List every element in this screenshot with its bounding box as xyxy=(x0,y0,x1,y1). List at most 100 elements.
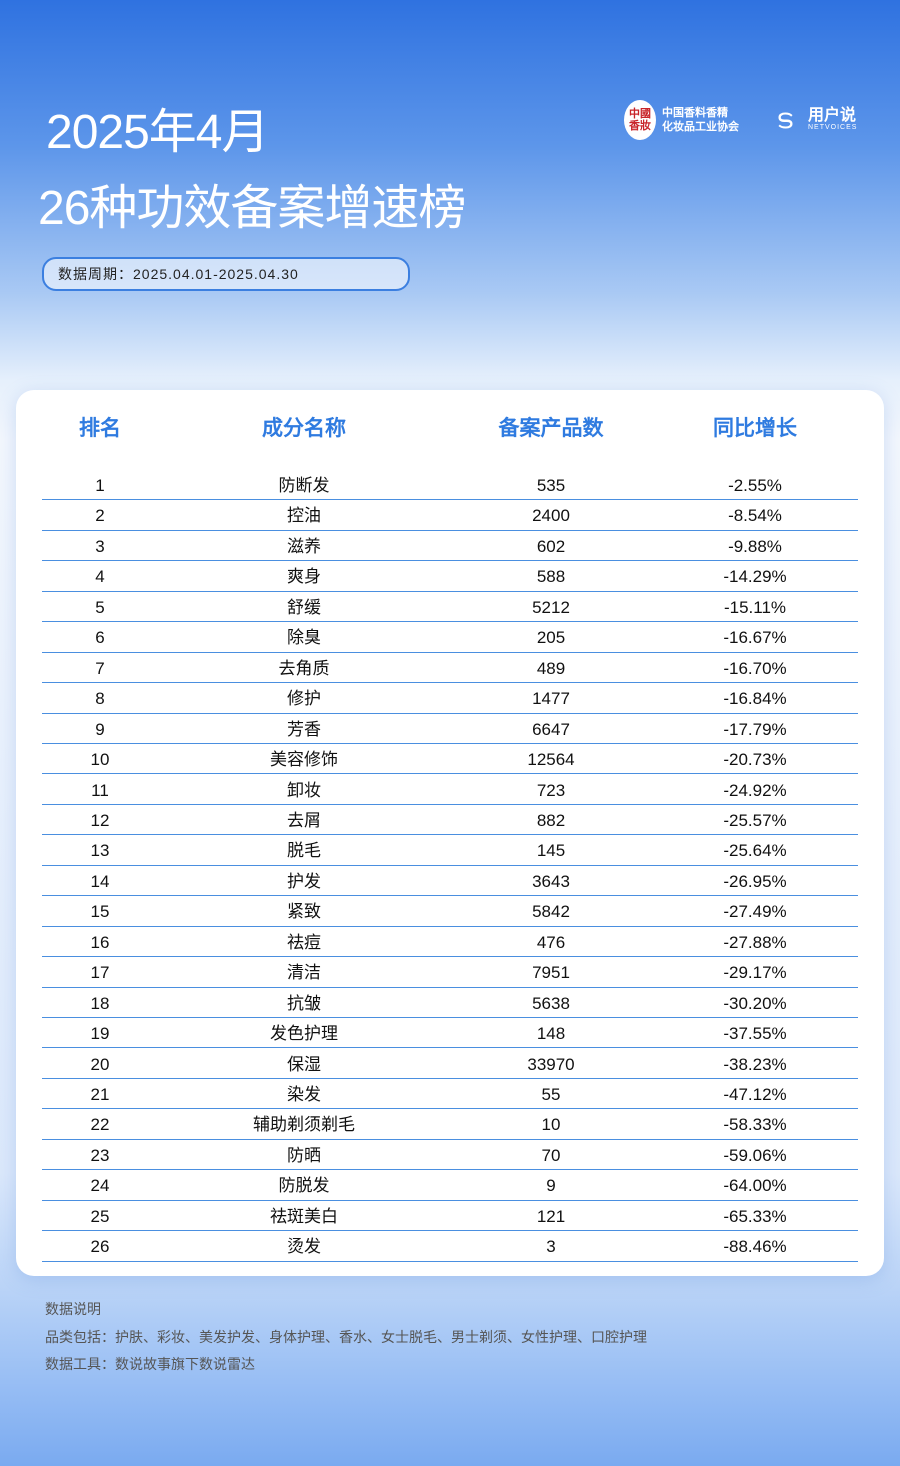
count-cell: 70 xyxy=(541,1145,561,1165)
table-row: 17 清洁 7951 -29.17% xyxy=(42,957,858,988)
netvoices-mark-icon: ട xyxy=(776,103,793,134)
table-row: 6 除臭 205 -16.67% xyxy=(42,622,858,653)
growth-cell: -8.54% xyxy=(728,506,782,526)
table-row: 20 保湿 33970 -38.23% xyxy=(42,1049,858,1079)
rank-cell: 12 xyxy=(90,810,110,830)
growth-cell: -30.20% xyxy=(723,993,787,1013)
title-month: 2025年4月 xyxy=(46,106,269,159)
rank-cell: 25 xyxy=(90,1206,110,1226)
name-cell: 清洁 xyxy=(287,963,321,983)
rank-cell: 11 xyxy=(91,780,109,800)
rank-cell: 9 xyxy=(95,719,105,739)
name-cell: 辅助剃须剃毛 xyxy=(253,1115,355,1135)
name-cell: 紧致 xyxy=(287,902,321,922)
table-row: 23 防晒 70 -59.06% xyxy=(42,1140,858,1171)
growth-cell: -37.55% xyxy=(723,1024,787,1044)
count-cell: 6647 xyxy=(532,719,570,739)
table-row: 8 修护 1477 -16.84% xyxy=(42,683,858,714)
name-cell: 去角质 xyxy=(278,658,330,678)
growth-cell: -65.33% xyxy=(723,1206,787,1226)
rank-cell: 21 xyxy=(90,1085,110,1104)
name-cell: 脱毛 xyxy=(287,841,321,861)
table-row: 24 防脱发 9 -64.00% xyxy=(42,1170,858,1201)
rank-cell: 2 xyxy=(95,506,105,526)
header-count: 备案产品数 xyxy=(498,417,604,440)
data-period: 数据周期：2025.04.01-2025.04.30 xyxy=(42,257,410,291)
growth-cell: -25.64% xyxy=(723,841,787,861)
seal-icon: 中國 香妝 xyxy=(624,100,656,140)
count-cell: 5638 xyxy=(532,993,570,1013)
growth-cell: -20.73% xyxy=(723,750,787,770)
count-cell: 148 xyxy=(536,1024,566,1044)
name-cell: 美容修饰 xyxy=(270,750,338,770)
rank-cell: 10 xyxy=(90,750,110,770)
growth-cell: -2.55% xyxy=(728,476,782,495)
count-cell: 2400 xyxy=(532,506,570,526)
table-row: 25 祛斑美白 121 -65.33% xyxy=(42,1201,858,1232)
name-cell: 卸妆 xyxy=(287,780,321,800)
table-row: 10 美容修饰 12564 -20.73% xyxy=(42,744,858,775)
header-name: 成分名称 xyxy=(262,417,346,440)
rank-cell: 26 xyxy=(90,1237,110,1257)
rank-cell: 18 xyxy=(90,993,110,1013)
table-row: 14 护发 3643 -26.95% xyxy=(42,866,858,897)
name-cell: 舒缓 xyxy=(287,597,321,617)
notes-categories: 品类包括：护肤、彩妆、美发护发、身体护理、香水、女士脱毛、男士剃须、女性护理、口… xyxy=(45,1328,647,1345)
table-row: 19 发色护理 148 -37.55% xyxy=(42,1018,858,1049)
logo-sub: NETVOICES xyxy=(808,124,858,131)
rank-cell: 22 xyxy=(90,1115,110,1135)
growth-cell: -9.88% xyxy=(728,536,782,556)
name-cell: 芳香 xyxy=(287,719,321,739)
growth-cell: -88.46% xyxy=(723,1237,787,1257)
rank-cell: 24 xyxy=(90,1176,110,1196)
header-rank: 排名 xyxy=(79,417,121,440)
rank-cell: 20 xyxy=(90,1054,110,1074)
growth-cell: -47.12% xyxy=(723,1085,787,1104)
growth-cell: -15.11% xyxy=(723,597,787,617)
table-row: 13 脱毛 145 -25.64% xyxy=(42,835,858,866)
name-cell: 去屑 xyxy=(287,810,321,830)
count-cell: 145 xyxy=(536,841,566,861)
count-cell: 55 xyxy=(541,1085,561,1104)
notes-tool: 数据工具：数说故事旗下数说雷达 xyxy=(45,1356,255,1372)
rank-cell: 8 xyxy=(95,689,105,709)
rank-cell: 23 xyxy=(90,1145,110,1165)
name-cell: 祛痘 xyxy=(287,932,321,952)
table-row: 9 芳香 6647 -17.79% xyxy=(42,714,858,744)
count-cell: 33970 xyxy=(527,1054,575,1074)
rank-cell: 7 xyxy=(95,658,105,678)
name-cell: 防断发 xyxy=(278,476,330,495)
name-cell: 烫发 xyxy=(287,1237,321,1257)
rank-cell: 3 xyxy=(95,536,105,556)
growth-cell: -25.57% xyxy=(723,810,787,830)
table-row: 16 祛痘 476 -27.88% xyxy=(42,927,858,958)
growth-cell: -27.88% xyxy=(723,932,787,952)
ranking-table-card xyxy=(16,390,884,1276)
notes-title: 数据说明 xyxy=(45,1301,101,1317)
table-row: 4 爽身 588 -14.29% xyxy=(42,561,858,592)
count-cell: 10 xyxy=(541,1115,561,1135)
growth-cell: -59.06% xyxy=(723,1145,787,1165)
growth-cell: -14.29% xyxy=(723,567,787,587)
name-cell: 防晒 xyxy=(287,1145,321,1165)
logo-line2: 化妆品工业协会 xyxy=(662,121,739,133)
growth-cell: -16.70% xyxy=(723,658,787,678)
table-row: 18 抗皱 5638 -30.20% xyxy=(42,988,858,1019)
growth-cell: -64.00% xyxy=(723,1176,787,1196)
rank-cell: 13 xyxy=(90,841,110,861)
name-cell: 护发 xyxy=(287,871,321,891)
count-cell: 1477 xyxy=(532,689,570,709)
logo-line1: 中国香料香精 xyxy=(662,107,728,119)
header-growth: 同比增长 xyxy=(713,417,797,440)
table-row: 15 紧致 5842 -27.49% xyxy=(42,896,858,927)
logo-name: 用户说 xyxy=(808,107,857,124)
growth-cell: -16.84% xyxy=(723,689,787,709)
growth-cell: -16.67% xyxy=(723,628,787,648)
count-cell: 476 xyxy=(536,932,566,952)
rank-cell: 16 xyxy=(90,932,110,952)
count-cell: 535 xyxy=(536,476,566,495)
count-cell: 588 xyxy=(536,567,566,587)
count-cell: 205 xyxy=(536,628,566,648)
growth-cell: -17.79% xyxy=(723,719,787,739)
growth-cell: -24.92% xyxy=(723,780,787,800)
